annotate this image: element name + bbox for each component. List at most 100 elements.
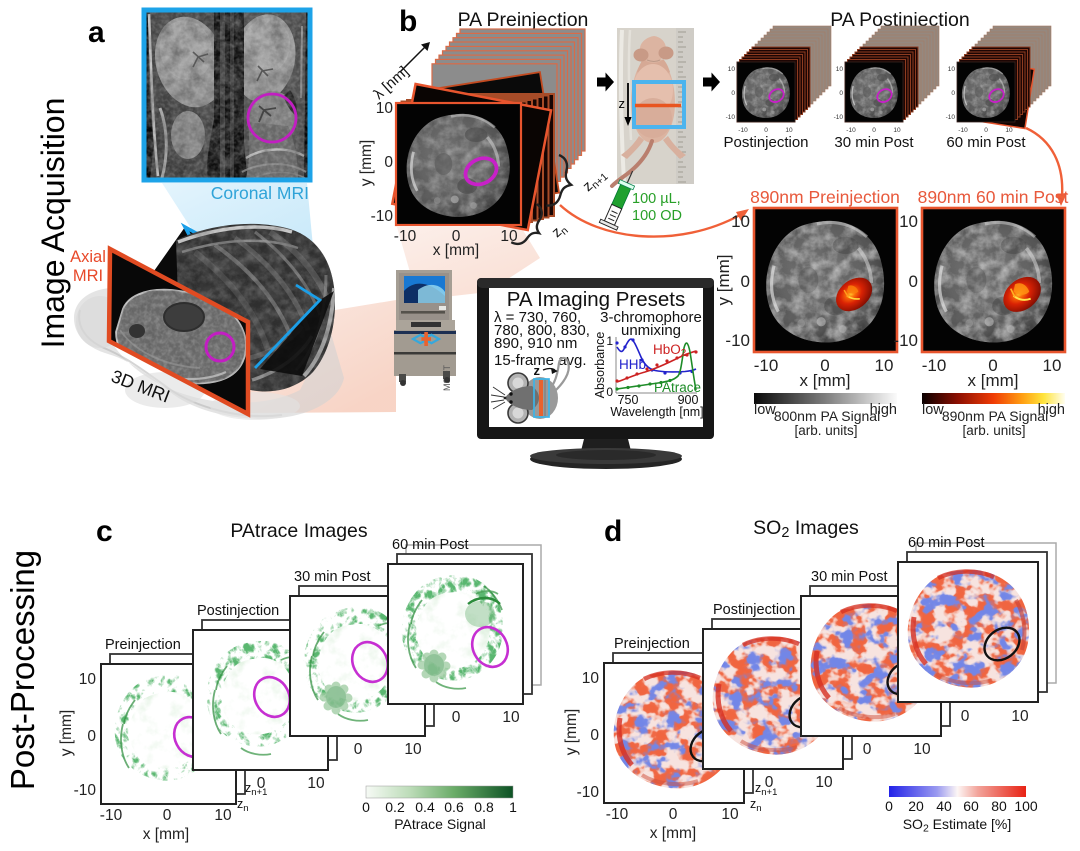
svg-text:low: low: [922, 402, 944, 418]
svg-text:60: 60: [963, 798, 979, 814]
svg-text:100 µL,: 100 µL,: [632, 191, 681, 207]
svg-text:-10: -10: [922, 356, 947, 375]
svg-text:60 min Post: 60 min Post: [392, 537, 469, 553]
svg-text:Wavelength [nm]: Wavelength [nm]: [610, 405, 703, 419]
svg-text:0: 0: [452, 228, 461, 245]
svg-text:10: 10: [502, 709, 520, 726]
svg-text:0: 0: [984, 127, 988, 134]
svg-text:z: z: [619, 96, 626, 111]
svg-text:60 min Post: 60 min Post: [946, 134, 1026, 151]
svg-text:0.8: 0.8: [474, 799, 494, 815]
svg-text:0: 0: [909, 272, 918, 291]
svg-text:PA Preinjection: PA Preinjection: [458, 9, 589, 31]
svg-text:-10: -10: [100, 807, 123, 824]
svg-text:PA Postinjection: PA Postinjection: [830, 9, 969, 31]
svg-text:40: 40: [936, 798, 952, 814]
svg-text:10: 10: [214, 807, 232, 824]
svg-text:10: 10: [1011, 708, 1029, 725]
svg-text:Preinjection: Preinjection: [105, 637, 181, 653]
svg-text:10: 10: [376, 100, 394, 117]
svg-text:0: 0: [362, 799, 370, 815]
svg-text:10: 10: [815, 774, 833, 791]
svg-text:0: 0: [741, 272, 750, 291]
svg-text:low: low: [754, 402, 776, 418]
svg-text:0: 0: [606, 385, 613, 399]
svg-text:-10: -10: [946, 114, 956, 121]
svg-text:0: 0: [863, 741, 872, 758]
svg-text:100 OD: 100 OD: [632, 208, 682, 224]
svg-text:unmixing: unmixing: [621, 322, 681, 339]
svg-text:900: 900: [678, 393, 699, 407]
svg-text:0.6: 0.6: [444, 799, 464, 815]
svg-text:zn: zn: [750, 797, 762, 814]
svg-text:-10: -10: [606, 806, 629, 823]
svg-text:10: 10: [913, 741, 931, 758]
svg-text:y [mm]: y [mm]: [714, 255, 733, 306]
svg-text:MRI: MRI: [73, 267, 103, 285]
svg-text:10: 10: [899, 212, 918, 231]
svg-text:-10: -10: [958, 127, 968, 134]
svg-text:0.4: 0.4: [415, 799, 435, 815]
svg-text:30 min Post: 30 min Post: [294, 569, 371, 585]
svg-text:Preinjection: Preinjection: [614, 636, 690, 652]
svg-text:3-chromophore: 3-chromophore: [600, 309, 702, 326]
svg-text:10: 10: [500, 228, 518, 245]
svg-text:d: d: [604, 515, 622, 548]
svg-text:10: 10: [79, 671, 97, 688]
svg-text:Postinjection: Postinjection: [713, 602, 795, 618]
svg-text:1: 1: [606, 334, 613, 348]
svg-text:10: 10: [582, 670, 600, 687]
svg-text:b: b: [399, 5, 417, 38]
svg-text:-10: -10: [725, 331, 750, 350]
svg-text:x [mm]: x [mm]: [433, 242, 480, 259]
svg-text:0: 0: [354, 741, 363, 758]
svg-text:20: 20: [908, 798, 924, 814]
svg-text:0: 0: [384, 154, 393, 171]
svg-text:10: 10: [721, 806, 739, 823]
svg-text:HHb: HHb: [619, 357, 646, 372]
svg-text:0: 0: [988, 356, 997, 375]
svg-text:Coronal MRI: Coronal MRI: [211, 183, 309, 203]
svg-text:0: 0: [961, 708, 970, 725]
svg-text:HbO2: HbO2: [653, 342, 687, 359]
svg-text:PAtrace Images: PAtrace Images: [230, 520, 368, 542]
svg-text:high: high: [870, 402, 897, 418]
svg-text:high: high: [1038, 402, 1065, 418]
svg-text:800nm PA Signal: 800nm PA Signal: [774, 408, 880, 424]
svg-text:10: 10: [731, 212, 750, 231]
svg-text:y [mm]: y [mm]: [58, 710, 75, 757]
svg-text:0: 0: [765, 774, 774, 791]
svg-text:SO2 Estimate [%]: SO2 Estimate [%]: [903, 816, 1012, 835]
svg-text:750: 750: [618, 393, 639, 407]
svg-text:0: 0: [452, 709, 461, 726]
svg-text:30 min Post: 30 min Post: [834, 134, 914, 151]
svg-text:80: 80: [991, 798, 1007, 814]
svg-text:15-frame avg.: 15-frame avg.: [494, 352, 587, 369]
svg-text:0: 0: [257, 775, 266, 792]
svg-text:Axial: Axial: [70, 248, 106, 266]
svg-text:890, 910 nm: 890, 910 nm: [494, 335, 577, 352]
svg-text:-10: -10: [74, 782, 97, 799]
svg-text:x [mm]: x [mm]: [968, 371, 1019, 390]
svg-text:x [mm]: x [mm]: [650, 825, 697, 842]
svg-text:-10: -10: [371, 208, 394, 225]
svg-text:30 min Post: 30 min Post: [811, 569, 888, 585]
svg-text:c: c: [96, 515, 113, 548]
svg-text:[arb. units]: [arb. units]: [794, 423, 857, 438]
svg-text:100: 100: [1014, 798, 1038, 814]
svg-text:10: 10: [404, 741, 422, 758]
svg-text:y [mm]: y [mm]: [358, 140, 375, 187]
svg-text:SO2 Images: SO2 Images: [753, 517, 859, 541]
svg-text:Postinjection: Postinjection: [723, 134, 808, 151]
svg-text:a: a: [88, 16, 105, 49]
svg-text:zn: zn: [237, 797, 249, 814]
svg-text:60 min Post: 60 min Post: [908, 535, 985, 551]
svg-text:0: 0: [87, 728, 96, 745]
svg-text:Postinjection: Postinjection: [197, 603, 279, 619]
svg-text:0: 0: [669, 806, 678, 823]
svg-text:Post-Processing: Post-Processing: [4, 550, 41, 790]
svg-text:10: 10: [875, 356, 894, 375]
svg-text:-10: -10: [754, 356, 779, 375]
svg-text:y [mm]: y [mm]: [563, 709, 580, 756]
svg-text:λ = 730, 760,: λ = 730, 760,: [494, 309, 581, 326]
